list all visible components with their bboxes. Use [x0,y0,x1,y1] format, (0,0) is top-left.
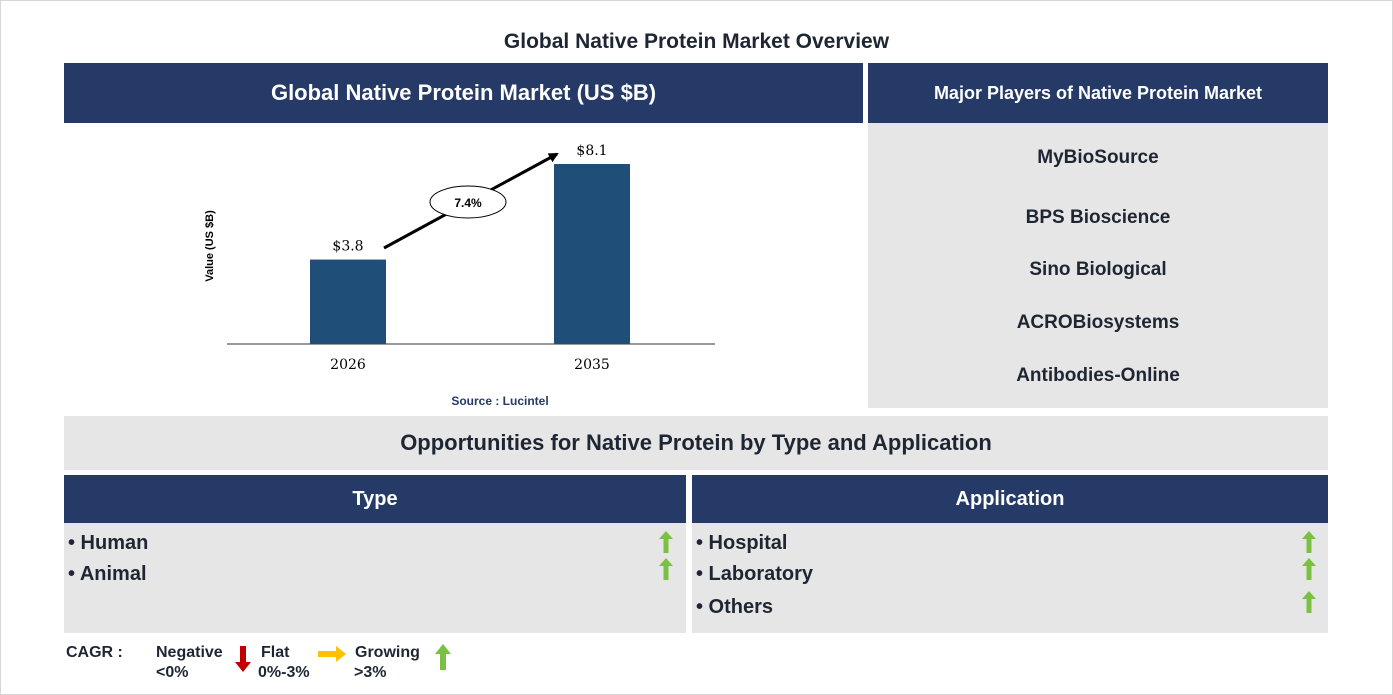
players-header: Major Players of Native Protein Market [868,63,1328,123]
player-item: Sino Biological [1029,259,1167,280]
x-tick-2035: 2035 [574,357,610,373]
legend-flat-text: Flat [261,644,290,661]
chart-header: Global Native Protein Market (US $B) [64,63,863,123]
type-item-human: • Human [68,532,149,554]
cagr-ellipse [429,185,507,219]
bar-2035 [554,164,630,344]
application-header: Application [692,475,1328,523]
player-item: Antibodies-Online [1016,365,1180,386]
opportunities-title: Opportunities for Native Protein by Type… [64,416,1328,470]
value-label-2035: $8.1 [576,143,607,159]
application-list: • Hospital • Laboratory • Others [692,523,1328,633]
cagr-legend-label: CAGR : [66,644,123,661]
y-axis-label: Value (US $B) [204,210,216,282]
type-list: • Human • Animal [64,523,686,633]
x-tick-2026: 2026 [330,357,366,373]
type-item-animal: • Animal [68,563,147,585]
application-item-laboratory: • Laboratory [696,563,814,585]
page-title: Global Native Protein Market Overview [503,30,890,53]
legend-negative-text: Negative [156,644,223,661]
legend-flat-range: 0%-3% [258,664,310,681]
growing-arrow-icon [1302,591,1316,613]
cagr-label: 7.4% [454,196,482,210]
bar-chart: Value (US $B) $3.8 $8.1 2026 2035 7.4% S… [204,143,715,408]
legend-negative-range: <0% [156,664,189,681]
negative-arrow-icon [235,646,251,672]
player-item: MyBioSource [1037,147,1159,168]
legend-growing-range: >3% [354,664,387,681]
player-item: ACROBiosystems [1016,312,1180,333]
growing-arrow-icon [659,558,673,580]
application-item-others: • Others [696,596,774,618]
players-list: MyBioSource BPS Bioscience Sino Biologic… [868,123,1328,408]
source-label: Source : Lucintel [451,394,548,408]
player-item: BPS Bioscience [1025,207,1171,228]
growing-arrow-icon [1302,558,1316,580]
application-item-hospital: • Hospital [696,532,788,554]
growing-arrow-icon [659,531,673,553]
flat-arrow-icon [318,646,346,662]
type-header: Type [64,475,686,523]
growing-arrow-icon [1302,531,1316,553]
growing-arrow-icon [435,644,451,670]
bar-2026 [310,259,386,344]
legend-growing-text: Growing [355,644,420,661]
value-label-2026: $3.8 [332,239,363,255]
